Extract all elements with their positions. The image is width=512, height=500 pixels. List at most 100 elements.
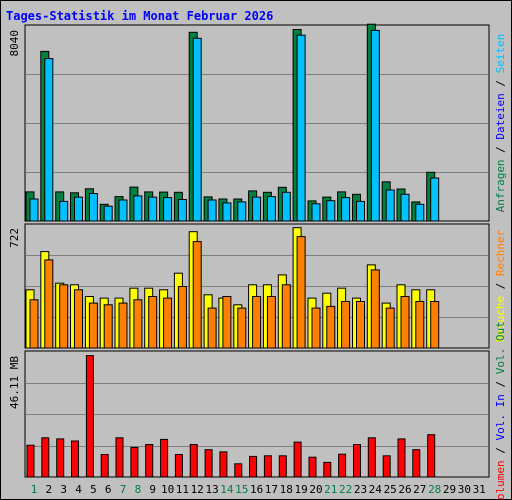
bar-volume-volumen [323,461,332,478]
x-tick-label: 27 [413,483,426,496]
bar-requests-dateien [266,196,276,222]
bar-volume-volumen [249,455,258,478]
bar-volume-volumen [100,454,109,478]
bar-volume-volumen [427,434,436,478]
x-tick-label: 9 [149,483,156,496]
x-tick-label: 18 [280,483,293,496]
legend-item: Vol. Out [494,321,507,374]
legend-separator: / [494,140,507,160]
x-tick-label: 7 [120,483,127,496]
bar-requests-dateien [415,203,425,222]
bar-requests-dateien [118,199,128,222]
bar-requests-dateien [148,196,158,222]
x-tick-label: 12 [191,483,204,496]
legend-item: Anfragen [494,159,507,212]
x-tick-label: 1 [31,483,38,496]
bar-requests-dateien [74,196,83,222]
x-tick-label: 22 [339,483,352,496]
x-tick-label: 10 [161,483,174,496]
bar-visits-rechner [222,296,232,349]
x-tick-label: 6 [105,483,112,496]
y-axis-max-label: 8040 [8,30,21,57]
bar-visits-rechner [281,284,291,349]
bar-volume-volumen [41,437,50,478]
bar-visits-rechner [163,297,173,349]
x-tick-label: 5 [90,483,97,496]
x-tick-label: 2 [45,483,52,496]
bar-visits-rechner [430,301,440,349]
bar-requests-dateien [370,29,380,222]
bar-volume-volumen [293,441,302,478]
bar-requests-dateien [326,200,336,222]
bar-visits-rechner [44,259,54,349]
bar-volume-volumen [204,449,213,478]
bar-visits-rechner [103,304,113,349]
bar-volume-volumen [174,454,183,478]
bar-visits-rechner [177,286,187,349]
bar-requests-dateien [103,205,113,222]
bar-visits-rechner [296,236,306,349]
bar-requests-dateien [237,201,247,222]
x-tick-label: 16 [250,483,263,496]
y-axis-max-label: 46.11 MB [8,356,21,409]
x-tick-label: 17 [265,483,278,496]
panel-visits: 722 Besuche / Rechner [8,223,507,349]
bar-requests-dateien [29,198,39,222]
legend-volume: Volumen / Vol. In / Vol. Out [494,321,507,500]
x-tick-label: 28 [428,483,441,496]
panel-volume: 46.11 MB Volumen / Vol. In / Vol. Out [8,321,507,500]
legend-separator: / [494,73,507,93]
bar-visits-rechner [370,269,380,349]
bar-visits-rechner [59,284,69,349]
y-axis-max-label: 722 [8,228,21,248]
bar-requests-dateien [281,191,291,222]
x-tick-label: 13 [205,483,218,496]
bar-visits-rechner [252,296,262,349]
bar-requests-dateien [133,195,143,222]
bar-requests-dateien [296,34,306,222]
bar-volume-volumen [278,455,287,478]
x-tick-label: 14 [220,483,234,496]
x-tick-label: 3 [60,483,67,496]
bar-volume-volumen [189,444,198,478]
bar-requests-dateien [356,200,365,222]
x-tick-label: 25 [384,483,397,496]
legend-separator: / [494,374,507,394]
legend-item: Rechner [494,229,507,276]
bar-requests-dateien [88,193,98,222]
bar-volume-volumen [234,463,243,478]
chart-title: Tages-Statistik im Monat Februar 2026 [6,9,274,23]
bar-requests-dateien [44,58,54,222]
bar-volume-volumen [338,453,347,478]
legend-visits: Besuche / Rechner [494,229,507,342]
bar-volume-volumen [71,440,79,478]
bar-visits-rechner [415,301,425,349]
bar-visits-rechner [385,307,395,349]
bar-requests-dateien [400,193,410,222]
x-tick-label: 24 [369,483,383,496]
bar-requests-dateien [192,37,202,222]
legend-separator: / [494,440,507,460]
legend-item: Vol. In [494,394,507,440]
bar-requests-dateien [341,197,351,222]
x-tick-label: 23 [354,483,367,496]
bar-volume-volumen [263,455,272,478]
bar-visits-rechner [148,296,158,349]
bar-visits-rechner [237,307,247,349]
legend-item: Dateien [494,93,507,139]
bar-visits-rechner [133,299,143,349]
x-tick-label: 20 [309,483,322,496]
x-tick-label: 4 [75,483,82,496]
bar-visits-rechner [207,307,217,349]
x-tick-label: 21 [324,483,337,496]
bar-visits-rechner [311,307,321,349]
x-tick-label: 19 [294,483,307,496]
legend-requests: Anfragen / Dateien / Seiten [494,34,507,213]
bar-volume-volumen [145,444,154,478]
bar-visits-rechner [192,241,202,349]
bar-visits-rechner [118,302,128,349]
bar-volume-volumen [160,438,169,478]
bar-visits-rechner [326,305,336,349]
